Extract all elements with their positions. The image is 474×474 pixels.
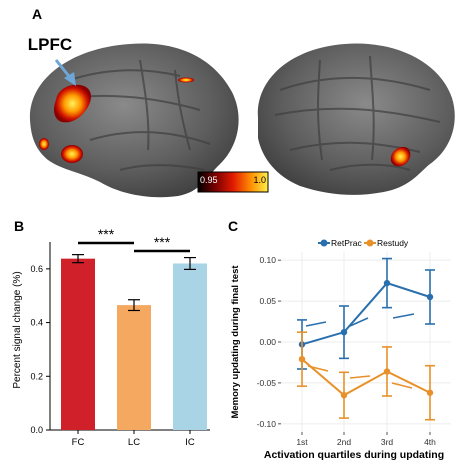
bar-series xyxy=(61,254,207,430)
bar-y-tick-label: 0.4 xyxy=(30,318,43,328)
line-x-axis-label: Activation quartiles during updating xyxy=(264,449,444,461)
line-chart: Memory updating during final test Activa… xyxy=(230,238,451,461)
bar-fc xyxy=(61,258,95,430)
slope-segment xyxy=(307,365,329,372)
slope-segment xyxy=(349,375,371,379)
bar-y-tick-label: 0.0 xyxy=(30,425,43,435)
line-y-tick-label: 0.05 xyxy=(259,296,276,306)
bar-y-tick-label: 0.2 xyxy=(30,371,43,381)
line-x-tick-label: 3rd xyxy=(381,437,394,447)
line-y-tick-label: 0.10 xyxy=(259,255,276,265)
line-y-tick-label: -0.05 xyxy=(257,378,277,388)
bar-x-ticks: FC LC IC xyxy=(72,430,195,448)
panel-a-letter: A xyxy=(32,6,43,22)
slope-segment xyxy=(391,382,413,389)
lpfc-cluster xyxy=(54,84,91,123)
series-line-retprac xyxy=(301,281,431,346)
panel-c-letter: C xyxy=(228,218,239,234)
bar-x-tick-label: LC xyxy=(128,437,140,448)
slope-segment xyxy=(349,317,369,327)
bar-y-ticks: 0.0 0.2 0.4 0.6 xyxy=(30,264,50,435)
line-series xyxy=(297,257,435,421)
series-point-retprac xyxy=(340,328,348,336)
bar-chart: Percent signal change (%) 0.0 0.2 0.4 0.6 F… xyxy=(12,226,210,448)
slope-segment xyxy=(305,321,327,327)
line-y-axis-label: Memory updating during final test xyxy=(230,265,241,419)
activation-clusters xyxy=(39,77,411,167)
series-point-restudy xyxy=(340,391,348,399)
line-y-tick-label: 0.00 xyxy=(259,337,276,347)
ventral-cluster xyxy=(61,145,83,163)
series-point-retprac xyxy=(383,279,391,287)
lpfc-arrow xyxy=(54,59,76,86)
line-x-tick-label: 1st xyxy=(296,437,308,447)
legend-label: RetPrac xyxy=(331,238,362,248)
series-line-restudy xyxy=(301,358,431,397)
line-x-tick-label: 4th xyxy=(424,437,436,447)
line-y-tick-label: -0.10 xyxy=(257,419,277,429)
colorbar: 0.95 1.0 xyxy=(197,171,269,193)
legend: RetPrac Restudy xyxy=(318,238,409,248)
significance-label: *** xyxy=(154,234,171,250)
bar-y-tick-label: 0.6 xyxy=(30,264,43,274)
significance-markers: *** *** xyxy=(78,226,190,253)
legend-label: Restudy xyxy=(377,238,409,248)
colorbar-min-label: 0.95 xyxy=(200,175,218,185)
bar-lc xyxy=(117,305,151,430)
legend-key-dot xyxy=(366,239,374,247)
lpfc-label: LPFC xyxy=(28,35,72,54)
line-x-ticks: 1st 2nd 3rd 4th xyxy=(296,432,436,447)
series-point-retprac xyxy=(426,293,434,301)
significance-label: *** xyxy=(98,226,115,242)
series-point-restudy xyxy=(298,355,306,363)
right-hemisphere xyxy=(257,43,455,195)
bar-x-tick-label: IC xyxy=(185,437,195,448)
colorbar-max-label: 1.0 xyxy=(253,175,266,185)
legend-key-dot xyxy=(320,239,328,247)
series-point-restudy xyxy=(426,389,434,396)
frontal-pole-cluster xyxy=(39,138,49,150)
bar-x-tick-label: FC xyxy=(72,437,85,448)
bar-y-axis-label: Percent signal change (%) xyxy=(12,271,23,388)
series-point-restudy xyxy=(383,368,391,375)
bar-ic xyxy=(173,263,207,430)
parietal-cluster xyxy=(178,77,194,83)
line-y-ticks: 0.10 0.05 0.00 -0.05 -0.10 xyxy=(257,255,281,429)
slope-segment xyxy=(392,313,415,319)
line-x-tick-label: 2nd xyxy=(337,437,351,447)
panel-b-letter: B xyxy=(14,218,25,234)
right-cluster xyxy=(390,146,411,167)
